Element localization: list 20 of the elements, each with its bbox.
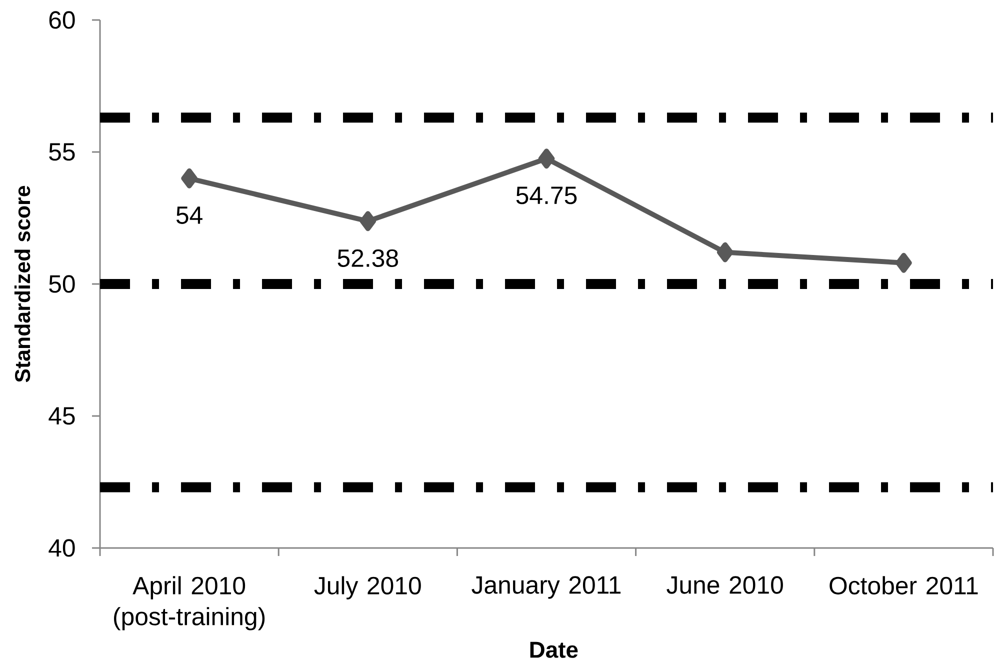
y-tick-label: 50 bbox=[49, 275, 75, 293]
x-tick-label: April 2010 (post-training) bbox=[114, 576, 265, 630]
x-tick-label: July 2010 bbox=[314, 576, 421, 600]
x-tick-label: October 2011 bbox=[830, 576, 978, 594]
point bbox=[360, 211, 376, 232]
x-tick-label: June 2010 bbox=[666, 576, 783, 594]
point bbox=[538, 148, 555, 169]
point bbox=[896, 252, 912, 273]
y-tick-label: 40 bbox=[48, 539, 75, 557]
y-tick-label: 60 bbox=[49, 11, 75, 29]
data-label: 54 bbox=[176, 206, 202, 224]
x-tick-label: January 2011 bbox=[472, 576, 621, 599]
y-tick-label: 55 bbox=[49, 143, 75, 161]
x-axis-title: Date bbox=[530, 642, 578, 658]
y-tick-label: 45 bbox=[48, 407, 75, 425]
point bbox=[181, 168, 198, 188]
data-label: 54.75 bbox=[516, 186, 577, 204]
point bbox=[716, 242, 734, 262]
data-label: 52.38 bbox=[338, 249, 398, 267]
y-axis-title: Standardized score bbox=[14, 186, 30, 382]
